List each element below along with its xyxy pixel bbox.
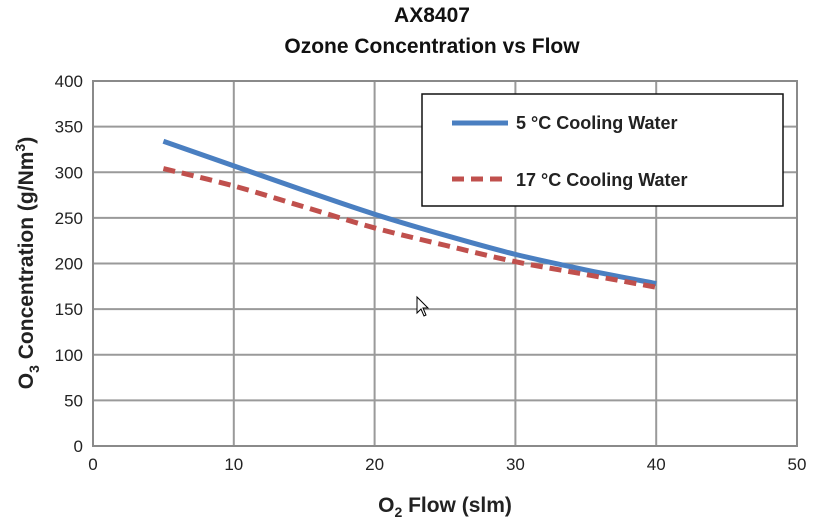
chart-title: AX8407 bbox=[394, 4, 470, 27]
chart-subtitle: Ozone Concentration vs Flow bbox=[284, 35, 580, 58]
plot-area-border bbox=[92, 80, 798, 447]
x-tick-label: 20 bbox=[365, 455, 384, 474]
legend: 5 °C Cooling Water 17 °C Cooling Water bbox=[421, 93, 784, 207]
y-tick-label: 400 bbox=[55, 72, 83, 91]
x-tick-label: 40 bbox=[647, 455, 666, 474]
y-axis-label: O3 Concentration (g/Nm3) bbox=[12, 137, 42, 389]
x-tick-label: 30 bbox=[506, 455, 525, 474]
tick-labels: 0 10 20 30 40 50 0 50 100 150 200 250 300 350 400 bbox=[55, 72, 807, 474]
x-tick-label: 10 bbox=[224, 455, 243, 474]
x-axis-label: O2 Flow (slm) bbox=[378, 494, 512, 520]
y-tick-label: 350 bbox=[55, 118, 83, 137]
y-tick-label: 100 bbox=[55, 346, 83, 365]
series-line-1 bbox=[162, 166, 657, 290]
y-tick-label: 200 bbox=[55, 255, 83, 274]
y-tick-label: 0 bbox=[74, 437, 83, 456]
mouse-cursor-icon bbox=[416, 295, 430, 317]
y-tick-label: 300 bbox=[55, 163, 83, 182]
y-tick-label: 50 bbox=[64, 391, 83, 410]
x-tick-label: 0 bbox=[88, 455, 97, 474]
series-line-0 bbox=[162, 138, 657, 287]
y-tick-label: 150 bbox=[55, 300, 83, 319]
legend-label-5c: 5 °C Cooling Water bbox=[516, 113, 678, 133]
series-lines bbox=[162, 138, 657, 290]
legend-label-17c: 17 °C Cooling Water bbox=[516, 170, 688, 190]
y-tick-label: 250 bbox=[55, 209, 83, 228]
x-tick-label: 50 bbox=[788, 455, 807, 474]
